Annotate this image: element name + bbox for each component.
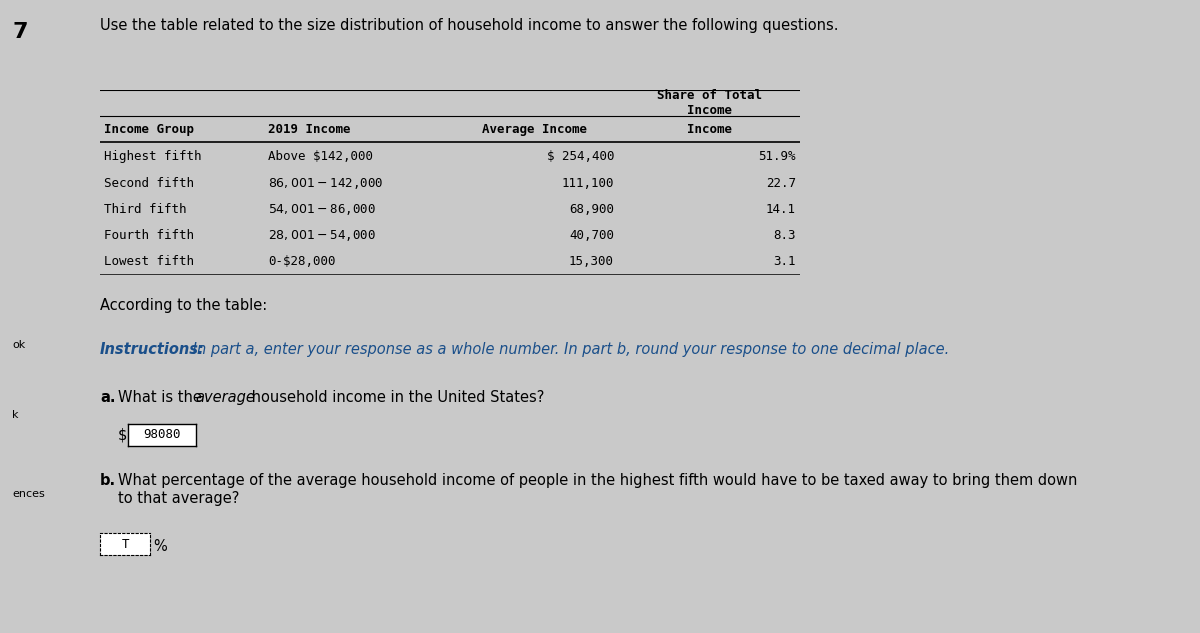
Text: Income: Income <box>686 123 732 135</box>
Text: 68,900: 68,900 <box>569 203 614 216</box>
Text: 7: 7 <box>12 22 28 42</box>
Text: 3.1: 3.1 <box>774 256 796 268</box>
Text: Third fifth: Third fifth <box>104 203 186 216</box>
Text: to that average?: to that average? <box>118 491 239 506</box>
Text: What percentage of the average household income of people in the highest fifth w: What percentage of the average household… <box>118 473 1078 488</box>
Text: Highest fifth: Highest fifth <box>104 150 202 163</box>
Text: $ 254,400: $ 254,400 <box>546 150 614 163</box>
Text: According to the table:: According to the table: <box>100 298 268 313</box>
Text: $86,001-$142,000: $86,001-$142,000 <box>269 176 384 191</box>
Text: 8.3: 8.3 <box>774 229 796 242</box>
Text: Share of Total
Income: Share of Total Income <box>656 89 762 117</box>
Text: 15,300: 15,300 <box>569 256 614 268</box>
Text: household income in the United States?: household income in the United States? <box>247 390 545 405</box>
Text: 2019 Income: 2019 Income <box>269 123 352 135</box>
Text: Use the table related to the size distribution of household income to answer the: Use the table related to the size distri… <box>100 18 839 33</box>
Text: Fourth fifth: Fourth fifth <box>104 229 194 242</box>
Text: b.: b. <box>100 473 116 488</box>
Text: $28,001-$54,000: $28,001-$54,000 <box>269 229 377 243</box>
Text: Lowest fifth: Lowest fifth <box>104 256 194 268</box>
Text: %: % <box>154 539 167 554</box>
Text: What is the: What is the <box>118 390 206 405</box>
Text: 40,700: 40,700 <box>569 229 614 242</box>
Text: 51.9%: 51.9% <box>758 150 796 163</box>
Text: ok: ok <box>12 340 25 350</box>
Text: $: $ <box>118 428 127 443</box>
Text: k: k <box>12 410 18 420</box>
Text: $54,001-$86,000: $54,001-$86,000 <box>269 203 377 217</box>
Text: Above $142,000: Above $142,000 <box>269 150 373 163</box>
Text: 22.7: 22.7 <box>766 177 796 190</box>
Text: Second fifth: Second fifth <box>104 177 194 190</box>
Text: Instructions:: Instructions: <box>100 342 205 357</box>
Text: average: average <box>194 390 254 405</box>
Text: 98080: 98080 <box>143 429 181 441</box>
Text: 0-$28,000: 0-$28,000 <box>269 256 336 268</box>
Text: T: T <box>121 537 128 551</box>
Text: 111,100: 111,100 <box>562 177 614 190</box>
Text: Income Group: Income Group <box>104 123 194 135</box>
Text: Average Income: Average Income <box>481 123 587 135</box>
Text: In part a, enter your response as a whole number. In part b, round your response: In part a, enter your response as a whol… <box>188 342 949 357</box>
Text: 14.1: 14.1 <box>766 203 796 216</box>
Text: a.: a. <box>100 390 115 405</box>
Text: ences: ences <box>12 489 44 499</box>
